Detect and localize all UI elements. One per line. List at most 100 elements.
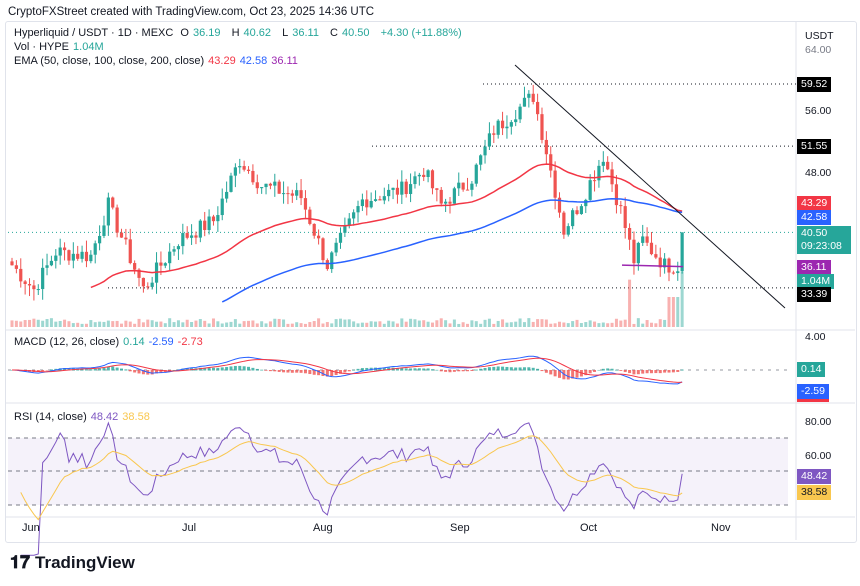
macd-histogram-bar [461, 370, 465, 372]
candle-body [168, 251, 172, 264]
volume-bar [601, 322, 605, 327]
volume-bar [628, 279, 632, 327]
candle-body [111, 197, 115, 208]
macd-histogram-bar [264, 370, 268, 371]
volume-bar [417, 320, 421, 327]
candle-body [579, 206, 583, 215]
candle-body [98, 235, 102, 244]
volume-bar [369, 321, 373, 327]
volume-bar [404, 321, 408, 327]
macd-histogram-bar [518, 367, 522, 371]
macd-histogram-bar [102, 368, 106, 371]
month-label: Nov [711, 522, 731, 534]
volume-bar [198, 319, 202, 327]
volume-bar [387, 320, 391, 327]
candle-body [338, 232, 343, 243]
volume-bar [49, 318, 53, 327]
brand-name: TradingView [35, 552, 135, 572]
rsi-tick: 60.00 [805, 450, 832, 462]
macd-histogram-bar [492, 366, 496, 371]
macd-histogram-bar [137, 370, 141, 374]
candle-body [128, 239, 132, 264]
macd-histogram-bar [49, 369, 53, 371]
volume-bar [23, 320, 27, 327]
macd-legend: MACD (12, 26, close) 0.14 -2.59 -2.73 [14, 336, 207, 348]
macd-histogram-bar [409, 368, 413, 371]
macd-histogram-bar [487, 367, 491, 371]
candle-body [601, 161, 605, 166]
volume-bar [260, 321, 264, 327]
volume-bar [146, 319, 150, 327]
volume-bar [641, 323, 645, 327]
macd-histogram-bar [540, 370, 544, 372]
candle-body [514, 119, 518, 123]
volume-bar [84, 323, 88, 327]
candle-body [518, 106, 522, 120]
volume-bar [124, 320, 128, 327]
candle-body [159, 262, 163, 266]
candle-body [317, 235, 321, 239]
volume-bar [413, 319, 417, 327]
macd-histogram-bar [404, 368, 408, 371]
candle-body [536, 101, 540, 115]
candle-body [391, 187, 395, 190]
volume-bar [277, 318, 281, 327]
candle-body [496, 120, 500, 135]
price-tick: 64.00 [805, 44, 832, 56]
volume-bar [544, 319, 548, 327]
macd-histogram-bar [514, 367, 518, 371]
candle-body [133, 263, 137, 270]
volume-bar [356, 323, 360, 327]
candle-body [80, 251, 84, 259]
volume-bar [308, 322, 312, 327]
macd-histogram-bar [282, 370, 286, 373]
candle-body [163, 263, 167, 266]
rsi-line [20, 421, 683, 556]
candle-body [115, 207, 119, 233]
volume-bar [479, 323, 483, 327]
macd-histogram-bar [93, 368, 97, 371]
volume-bar [374, 321, 378, 327]
volume-bar [106, 320, 110, 327]
macd-histogram-bar [67, 368, 71, 371]
candle-body [290, 193, 294, 196]
volume-bar [571, 321, 575, 327]
candle-body [483, 146, 487, 156]
candle-body [671, 272, 675, 274]
tradingview-logo[interactable]: 𝟏𝟕 TradingView [10, 552, 135, 573]
volume-bar [268, 321, 272, 327]
macd-histogram-bar [36, 370, 40, 373]
volume-bar [439, 318, 443, 327]
candle-body [562, 212, 566, 235]
candle-body [41, 267, 45, 290]
price-tick: 48.00 [805, 167, 832, 179]
rsi-tag: 48.42 [797, 469, 832, 484]
macd-histogram-bar [111, 366, 115, 371]
macd-histogram-bar [290, 370, 294, 373]
candle-body [23, 281, 27, 285]
rsi-ma-value: 38.58 [122, 411, 150, 423]
macd-histogram-bar [452, 370, 456, 372]
ema-label: EMA (50, close, 100, close, 200, close) [14, 55, 205, 67]
trendline [514, 64, 786, 309]
candle-body [146, 286, 150, 288]
macd-histogram-bar [439, 370, 443, 372]
macd-histogram-bar [133, 370, 137, 373]
volume-bar [128, 321, 132, 327]
volume-bar [41, 320, 45, 327]
macd-histogram-bar [619, 370, 623, 371]
candle-body [444, 201, 448, 204]
macd-histogram-bar [636, 370, 640, 375]
macd-histogram-bar [496, 366, 500, 371]
volume-bar [115, 320, 119, 327]
symbol-title: Hyperliquid / USDT · 1D · MEXC [14, 27, 174, 39]
ema50-value: 43.29 [208, 55, 236, 67]
candle-body [36, 289, 40, 291]
candle-body [387, 189, 391, 197]
month-label: Oct [580, 522, 598, 534]
macd-histogram-bar [220, 367, 224, 371]
candle-body [150, 282, 154, 287]
candle-body [67, 250, 71, 261]
candle-body [623, 206, 627, 228]
